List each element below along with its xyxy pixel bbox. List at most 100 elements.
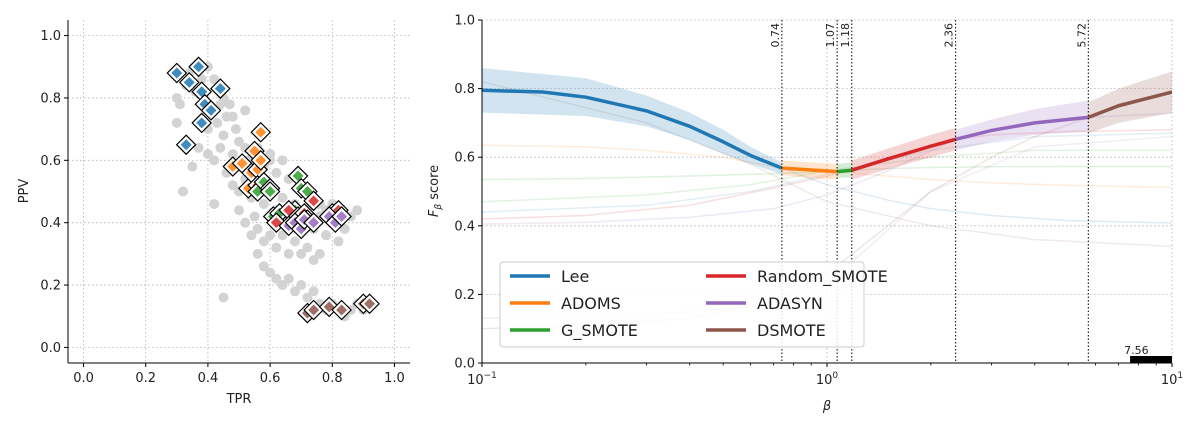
scatter-background-point bbox=[252, 248, 263, 259]
scatter-point-adasyn bbox=[308, 217, 320, 229]
scatter-background-point bbox=[209, 155, 220, 166]
fbeta-x-tick-label: 10−1 bbox=[467, 371, 497, 388]
scatter-background-point bbox=[171, 117, 182, 128]
scatter-y-tick-label: 1.0 bbox=[40, 29, 61, 44]
scatter-background-point bbox=[246, 230, 257, 241]
fbeta-x-tick-label: 101 bbox=[1161, 371, 1183, 388]
scatter-x-tick-label: 1.0 bbox=[384, 371, 405, 386]
scatter-background-point bbox=[283, 273, 294, 284]
scatter-background-point bbox=[196, 74, 207, 85]
fbeta-range-bar-rect bbox=[1130, 356, 1172, 363]
scatter-x-tick-label: 0.6 bbox=[260, 371, 281, 386]
legend-frame bbox=[499, 261, 865, 348]
scatter-background-point bbox=[271, 273, 282, 284]
fbeta-x-tick-label: 100 bbox=[816, 371, 839, 388]
scatter-point-lee bbox=[180, 139, 192, 151]
scatter-background-point bbox=[271, 242, 282, 253]
fbeta-x-tick-exponent: 1 bbox=[1177, 371, 1183, 381]
scatter-background-point bbox=[289, 286, 300, 297]
scatter-background-point bbox=[258, 236, 269, 247]
scatter-background-point bbox=[302, 292, 313, 303]
scatter-point-adoms bbox=[255, 126, 267, 138]
scatter-background-point bbox=[277, 192, 288, 203]
scatter-background-point bbox=[252, 223, 263, 234]
scatter-point-lee bbox=[214, 83, 226, 95]
scatter-y-tick-label: 0.2 bbox=[40, 279, 61, 294]
scatter-point-dsmote bbox=[336, 304, 348, 316]
fbeta-range-bar-label: 7.56 bbox=[1124, 344, 1149, 357]
scatter-point-lee bbox=[205, 104, 217, 116]
scatter-point-lee bbox=[196, 117, 208, 129]
scatter-background-point bbox=[218, 292, 229, 303]
scatter-x-label: TPR bbox=[226, 392, 252, 407]
scatter-background-point bbox=[174, 99, 185, 110]
fbeta-y-tick-label: 0.2 bbox=[454, 288, 475, 303]
fbeta-faint-curve-extra bbox=[482, 81, 1172, 248]
legend-items: Lee ADOMS G_SMOTE Random_SMOTE ADASYN DSMOTE bbox=[510, 267, 888, 341]
scatter-gridlines bbox=[68, 20, 410, 363]
scatter-series-points bbox=[166, 56, 380, 324]
scatter-background-point bbox=[321, 230, 332, 241]
scatter-point-adoms bbox=[236, 157, 248, 169]
fbeta-y-tick-label: 0.4 bbox=[454, 219, 475, 234]
scatter-background-point bbox=[265, 267, 276, 278]
scatter-background-point bbox=[227, 149, 238, 160]
scatter-background-point bbox=[240, 217, 251, 228]
scatter-background-point bbox=[234, 205, 244, 216]
fbeta-curve-dsmote bbox=[1087, 90, 1172, 120]
fbeta-legend: Lee ADOMS G_SMOTE Random_SMOTE ADASYN DSMOTE bbox=[499, 261, 888, 348]
scatter-background-point bbox=[277, 280, 288, 291]
fbeta-threshold-label: 0.74 bbox=[769, 23, 782, 48]
fbeta-y-label-main: F bbox=[427, 209, 442, 217]
fbeta-curve-random-smote bbox=[851, 137, 957, 172]
scatter-background-point bbox=[187, 161, 198, 172]
scatter-point-lee bbox=[193, 61, 205, 73]
scatter-background-point bbox=[296, 248, 307, 259]
fbeta-x-tick-exponent: 0 bbox=[832, 371, 838, 381]
fbeta-x-label: β bbox=[822, 399, 831, 414]
scatter-y-tick-label: 0.0 bbox=[40, 341, 61, 356]
fbeta-x-tick-base: 10 bbox=[1161, 373, 1178, 388]
scatter-x-tick-label: 0.0 bbox=[73, 371, 94, 386]
fbeta-threshold-label: 5.72 bbox=[1075, 23, 1088, 48]
scatter-background-point bbox=[302, 242, 313, 253]
scatter-background-point bbox=[202, 149, 213, 160]
scatter-background-point bbox=[234, 136, 244, 147]
scatter-background-point bbox=[218, 130, 229, 141]
fbeta-y-tick-label: 0.6 bbox=[454, 151, 475, 166]
scatter-background-point bbox=[283, 248, 294, 259]
scatter-background-point bbox=[296, 280, 307, 291]
legend-label-lee: Lee bbox=[561, 267, 589, 286]
scatter-point-dsmote bbox=[308, 304, 320, 316]
fbeta-panel: 0.74 1.07 1.18 2.36 5.72 7.56 10−1 100 101 0.0… bbox=[427, 14, 1183, 415]
scatter-background-point bbox=[271, 167, 282, 178]
scatter-background-point bbox=[209, 198, 220, 209]
scatter-point-lee bbox=[171, 67, 183, 79]
scatter-background-point bbox=[249, 211, 260, 222]
fbeta-threshold-label: 1.07 bbox=[824, 23, 837, 48]
scatter-background-point bbox=[258, 261, 269, 272]
scatter-point-random-smote bbox=[308, 195, 320, 207]
fbeta-faint-curve-extra bbox=[482, 132, 1172, 213]
scatter-panel: 0.0 0.2 0.4 0.6 0.8 1.0 0.0 0.2 0.4 0.6 0.8 1.0 TP… bbox=[17, 20, 410, 407]
fbeta-x-tick-base: 10 bbox=[816, 373, 833, 388]
fbeta-threshold-label: 2.36 bbox=[943, 23, 956, 48]
scatter-background-point bbox=[209, 74, 220, 85]
scatter-background-point bbox=[193, 142, 204, 153]
scatter-point-dsmote bbox=[364, 298, 376, 310]
fbeta-x-tick-base: 10 bbox=[467, 373, 484, 388]
scatter-background-point bbox=[289, 236, 300, 247]
scatter-x-ticks: 0.0 0.2 0.4 0.6 0.8 1.0 bbox=[73, 363, 405, 386]
fbeta-threshold-label: 1.18 bbox=[839, 23, 852, 48]
fbeta-y-label-sub: β bbox=[434, 204, 444, 211]
scatter-point-g-smote bbox=[264, 186, 276, 197]
scatter-point-lee bbox=[183, 76, 195, 88]
fbeta-curve-g-smote bbox=[836, 168, 852, 174]
fbeta-curve-adoms bbox=[781, 166, 838, 174]
scatter-y-label: PPV bbox=[17, 179, 32, 204]
fbeta-y-label: Fβ score bbox=[427, 165, 444, 217]
scatter-y-tick-label: 0.4 bbox=[40, 216, 61, 231]
scatter-background-point bbox=[258, 198, 269, 209]
fbeta-range-bar: 7.56 bbox=[1124, 344, 1172, 363]
